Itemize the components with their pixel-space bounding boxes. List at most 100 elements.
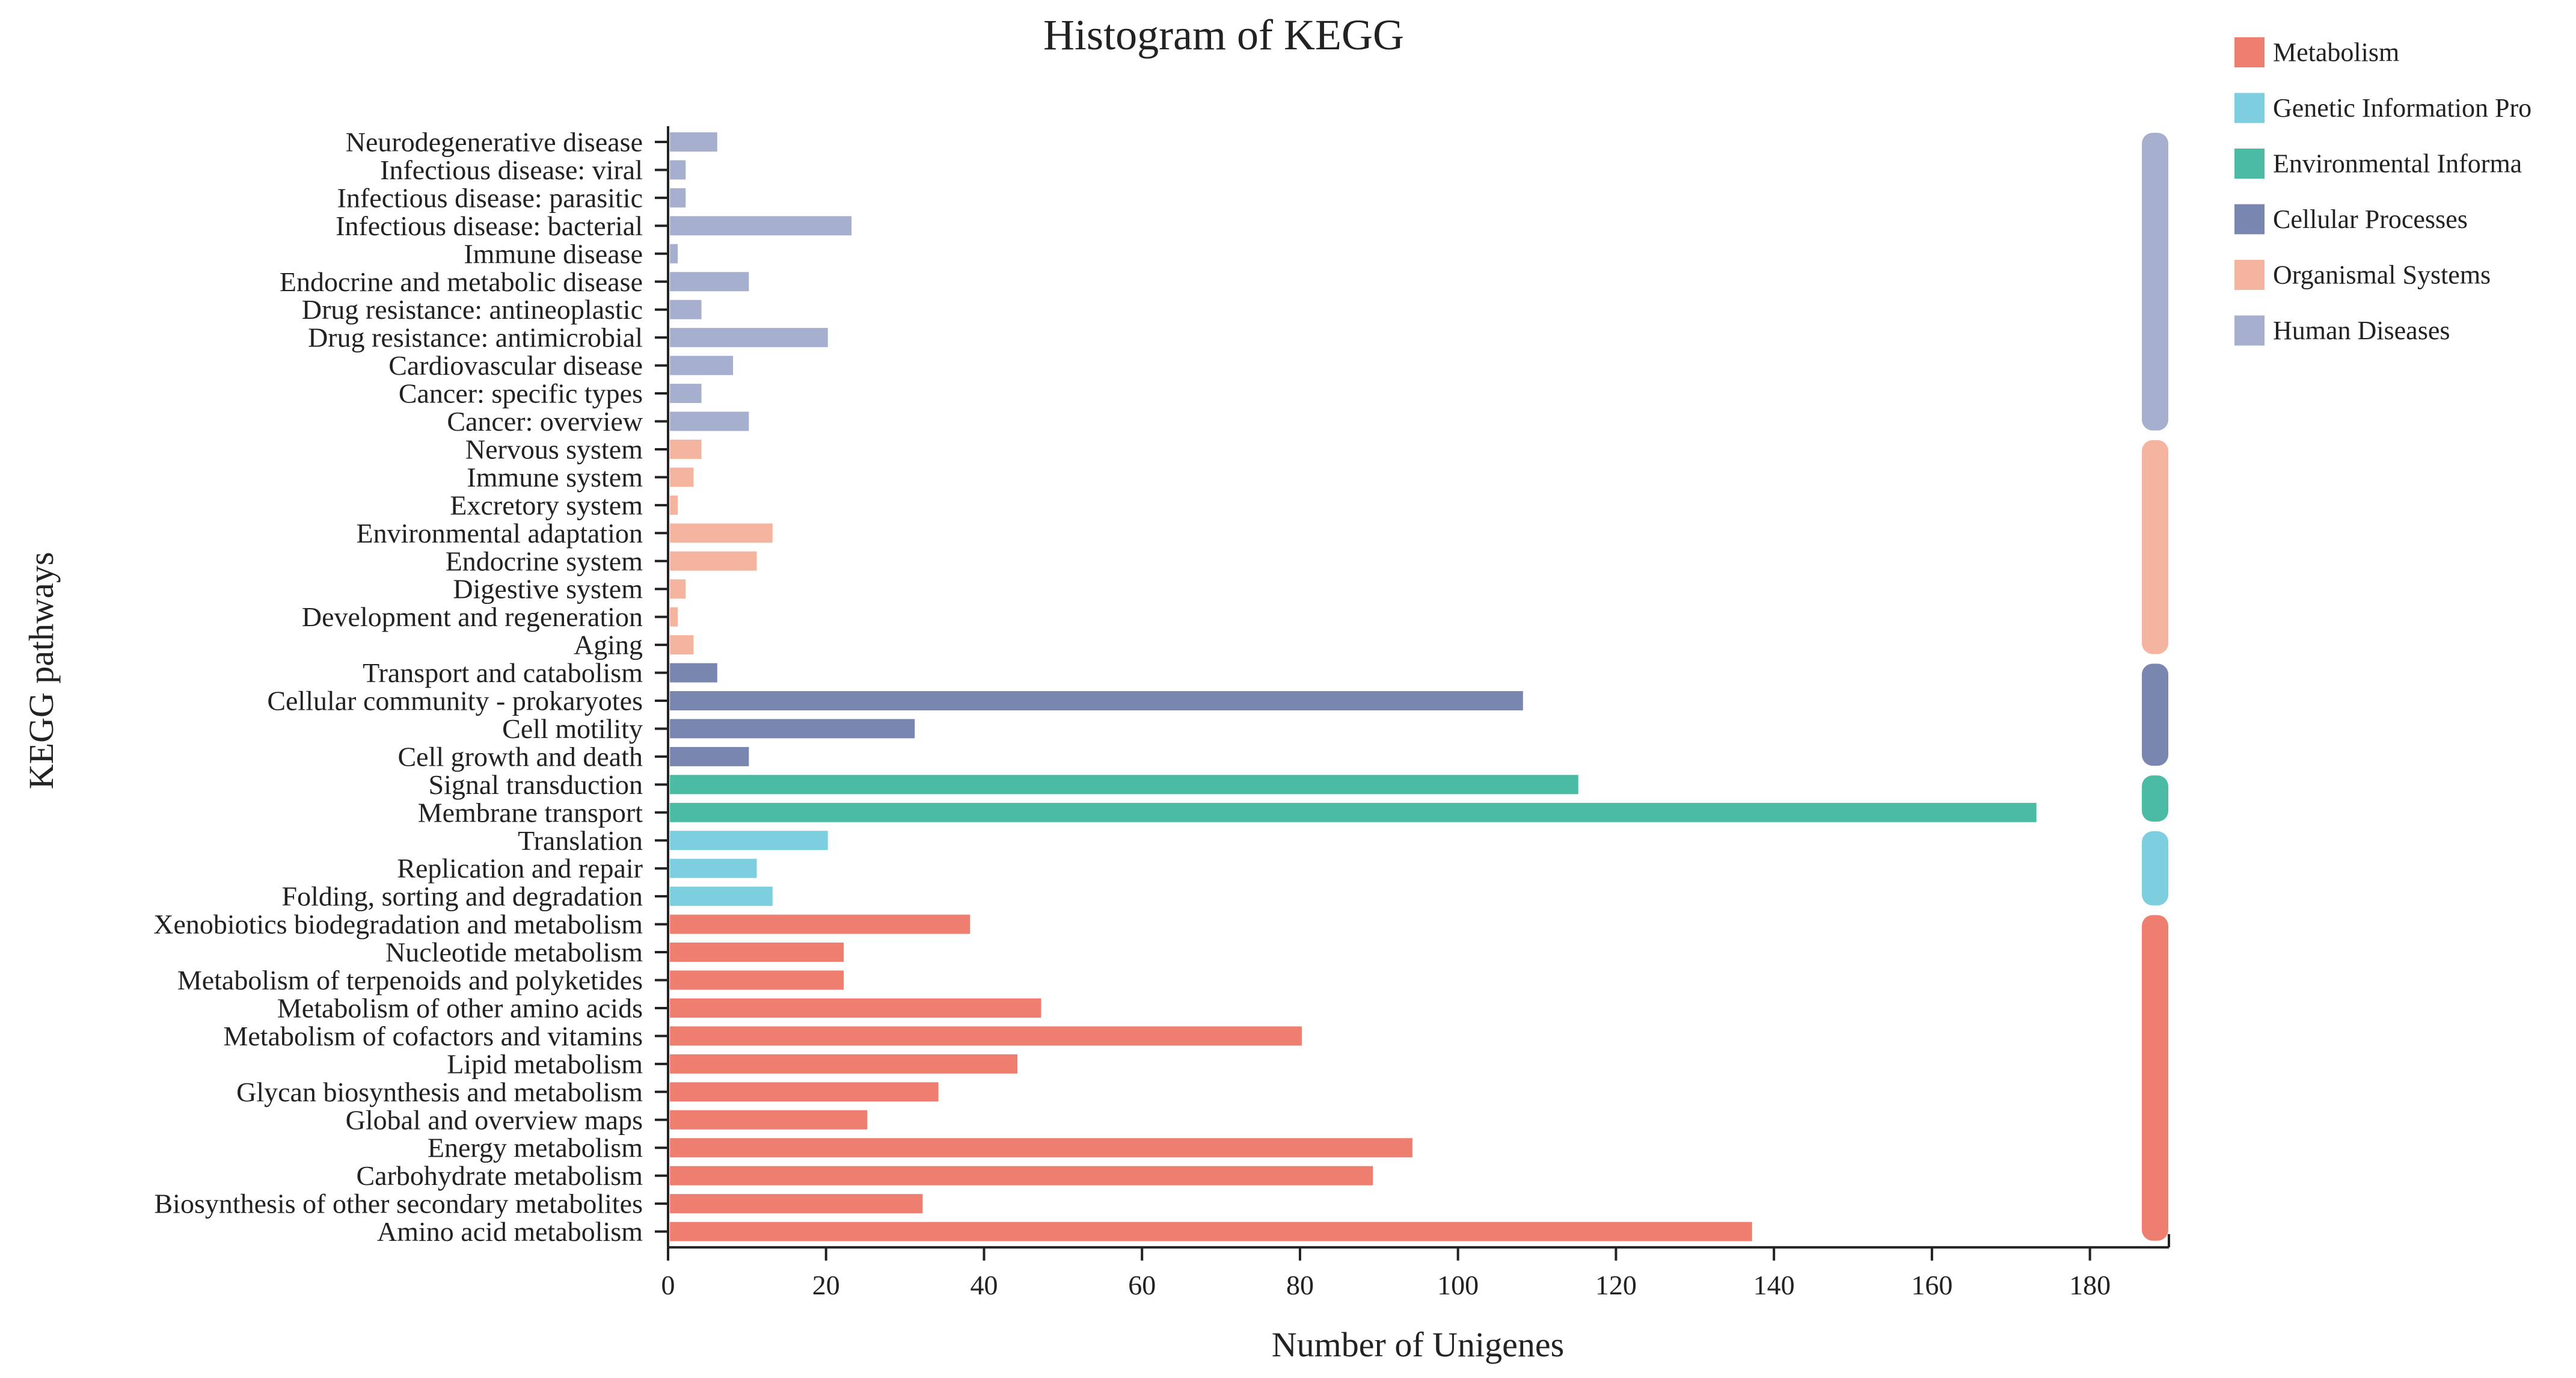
legend-label-genetic: Genetic Information Pro [2273,93,2532,123]
category-label-replication-and-repair: Replication and repair [397,853,643,884]
category-label-signal-transduction: Signal transduction [429,769,643,800]
bar-development-and-regeneration [670,607,678,627]
bar-replication-and-repair [670,858,757,878]
bar-aging [670,635,694,655]
x-tick-label: 120 [1595,1270,1637,1300]
category-label-energy-metabolism: Energy metabolism [428,1133,643,1163]
category-label-nucleotide-metabolism: Nucleotide metabolism [385,937,643,968]
legend-swatch-organismal [2234,260,2265,290]
bar-membrane-transport [670,802,2037,822]
x-tick-label: 60 [1128,1270,1156,1300]
bar-amino-acid-metabolism [670,1222,1752,1241]
bar-infectious-disease-bacterial [670,216,852,236]
bar-cardiovascular-disease [670,355,734,375]
category-label-xenobiotics-biodegradation-and-metabolism: Xenobiotics biodegradation and metabolis… [153,909,643,940]
category-label-neurodegenerative-disease: Neurodegenerative disease [346,127,643,158]
legend: Metabolism Genetic Information Pro Environ… [2234,37,2532,346]
category-label-transport-and-catabolism: Transport and catabolism [363,657,643,688]
category-label-lipid-metabolism: Lipid metabolism [447,1048,643,1079]
category-label-cellular-community-prokaryotes: Cellular community - prokaryotes [267,686,643,716]
x-tick-label: 100 [1437,1270,1479,1300]
category-label-metabolism-of-other-amino-acids: Metabolism of other amino acids [277,992,643,1023]
category-label-biosynthesis-of-other-secondary-metabolites: Biosynthesis of other secondary metaboli… [154,1189,643,1219]
bar-cancer-specific-types [670,384,702,404]
category-label-carbohydrate-metabolism: Carbohydrate metabolism [357,1160,643,1191]
bar-infectious-disease-viral [670,160,686,180]
bar-xenobiotics-biodegradation-and-metabolism [670,914,971,934]
category-label-environmental-adaptation: Environmental adaptation [357,518,643,549]
bar-drug-resistance-antineoplastic [670,300,702,319]
bar-translation [670,831,828,850]
legend-swatch-human [2234,315,2265,346]
legend-swatch-metabolism [2234,37,2265,67]
bar-transport-and-catabolism [670,663,717,683]
x-tick-label: 40 [970,1270,998,1300]
legend-swatch-genetic [2234,93,2265,123]
bar-digestive-system [670,579,686,599]
bar-neurodegenerative-disease [670,132,717,152]
bar-infectious-disease-parasitic [670,188,686,208]
x-tick-label: 180 [2069,1270,2111,1300]
bar-drug-resistance-antimicrobial [670,328,828,348]
category-label-cell-motility: Cell motility [502,713,643,744]
category-label-membrane-transport: Membrane transport [418,797,643,828]
legend-label-cellular: Cellular Processes [2273,205,2468,234]
category-label-infectious-disease-parasitic: Infectious disease: parasitic [337,182,643,213]
x-axis-title: Number of Unigenes [1272,1325,1564,1364]
group-strip-human [2142,132,2168,431]
category-label-digestive-system: Digestive system [453,574,643,604]
category-label-infectious-disease-viral: Infectious disease: viral [380,155,643,185]
group-strips-group [2142,132,2168,1241]
category-label-excretory-system: Excretory system [450,490,643,520]
bar-cancer-overview [670,411,749,431]
bar-metabolism-of-cofactors-and-vitamins [670,1026,1302,1046]
category-label-metabolism-of-terpenoids-and-polyketides: Metabolism of terpenoids and polyketides [177,965,643,995]
category-label-amino-acid-metabolism: Amino acid metabolism [377,1216,643,1247]
bar-lipid-metabolism [670,1054,1018,1074]
category-label-cancer-overview: Cancer: overview [447,406,643,437]
group-strip-organismal [2142,440,2168,654]
bar-carbohydrate-metabolism [670,1166,1373,1186]
chart-title: Histogram of KEGG [1043,11,1404,59]
bar-global-and-overview-maps [670,1110,868,1130]
category-label-infectious-disease-bacterial: Infectious disease: bacterial [336,211,643,241]
bar-energy-metabolism [670,1138,1412,1158]
group-strip-cellular [2142,663,2168,766]
category-label-global-and-overview-maps: Global and overview maps [346,1104,643,1135]
category-label-drug-resistance-antineoplastic: Drug resistance: antineoplastic [302,294,643,325]
legend-swatch-cellular [2234,204,2265,235]
legend-label-metabolism: Metabolism [2273,38,2399,67]
bar-glycan-biosynthesis-and-metabolism [670,1082,939,1102]
legend-label-human: Human Diseases [2273,316,2450,345]
x-tick-label: 80 [1286,1270,1314,1300]
bar-excretory-system [670,495,678,515]
bar-metabolism-of-terpenoids-and-polyketides [670,970,844,990]
bar-metabolism-of-other-amino-acids [670,998,1041,1018]
bar-cell-motility [670,719,915,739]
x-tick-label: 140 [1753,1270,1795,1300]
bar-immune-system [670,467,694,487]
bar-environmental-adaptation [670,523,773,543]
bar-nucleotide-metabolism [670,943,844,962]
category-label-metabolism-of-cofactors-and-vitamins: Metabolism of cofactors and vitamins [223,1021,643,1051]
bars-group [670,132,2037,1241]
category-label-immune-system: Immune system [467,462,643,493]
group-strip-metabolism [2142,915,2168,1241]
y-axis-title: KEGG pathways [22,552,61,790]
axes-group: 0 20 40 60 80 100 120 140 160 180 [655,126,2170,1300]
category-label-endocrine-system: Endocrine system [446,546,643,576]
bar-endocrine-system [670,551,757,571]
category-label-glycan-biosynthesis-and-metabolism: Glycan biosynthesis and metabolism [236,1077,643,1107]
category-label-development-and-regeneration: Development and regeneration [302,601,643,632]
category-label-immune-disease: Immune disease [464,238,643,269]
category-label-nervous-system: Nervous system [465,434,643,464]
x-tick-label: 160 [1911,1270,1952,1300]
legend-label-environmental: Environmental Informa [2273,149,2522,179]
bar-biosynthesis-of-other-secondary-metabolites [670,1194,923,1214]
category-label-drug-resistance-antimicrobial: Drug resistance: antimicrobial [308,322,643,353]
bar-signal-transduction [670,775,1578,795]
x-tick-label: 20 [812,1270,840,1300]
category-label-aging: Aging [574,630,643,660]
group-strip-genetic [2142,831,2168,906]
